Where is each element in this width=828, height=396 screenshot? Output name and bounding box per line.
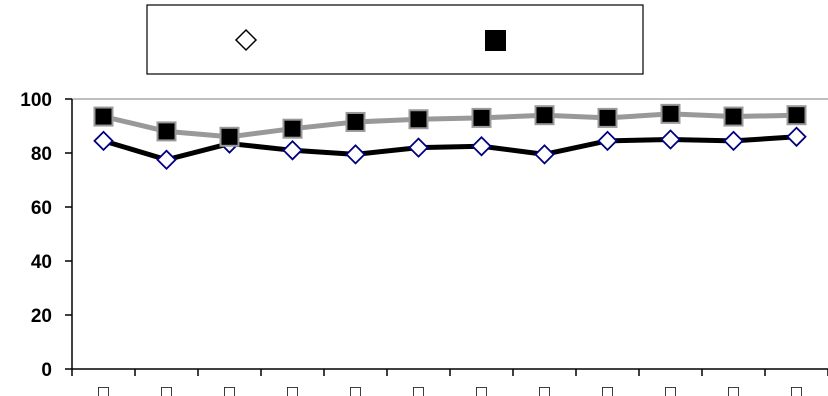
diamond-point bbox=[282, 140, 303, 161]
square-point bbox=[219, 126, 240, 147]
legend-box bbox=[146, 4, 644, 75]
y-tick-label: 60 bbox=[31, 198, 52, 219]
square-point bbox=[471, 107, 492, 128]
diamond-point bbox=[408, 137, 429, 158]
square-point bbox=[597, 107, 618, 128]
diamond-point bbox=[723, 130, 744, 152]
x-tick-label: □ bbox=[349, 384, 362, 396]
x-tick-label: □ bbox=[727, 384, 740, 396]
y-tick-label: 0 bbox=[41, 360, 52, 381]
x-tick-label: □ bbox=[160, 384, 173, 396]
x-tick-label: □ bbox=[664, 384, 677, 396]
square-point bbox=[93, 106, 114, 127]
legend bbox=[146, 4, 644, 75]
square-point bbox=[534, 105, 555, 126]
x-tick-label: □ bbox=[601, 384, 614, 396]
y-tick-label: 80 bbox=[31, 144, 52, 165]
diamond-point bbox=[534, 144, 555, 165]
x-tick-label: □ bbox=[223, 384, 236, 396]
legend-square-marker bbox=[485, 30, 506, 51]
series-squares-line bbox=[102, 111, 797, 140]
diamond-point bbox=[786, 126, 807, 148]
diamond-point bbox=[660, 129, 681, 150]
square-point bbox=[345, 111, 366, 132]
square-point bbox=[408, 109, 429, 130]
diamond-point bbox=[93, 130, 114, 152]
y-tick-label: 100 bbox=[20, 90, 52, 111]
square-point bbox=[156, 121, 177, 142]
x-tick-label: □ bbox=[97, 384, 110, 396]
x-tick-label: □ bbox=[412, 384, 425, 396]
diamond-point bbox=[345, 144, 366, 165]
x-tick-label: □ bbox=[286, 384, 299, 396]
plot-area: 0 20 40 60 80 100 □ □ □ □ □ □ □ □ □ □ □ □ bbox=[20, 90, 828, 396]
diamond-point bbox=[471, 135, 492, 157]
x-tick-label: □ bbox=[538, 384, 551, 396]
y-tick-label: 40 bbox=[31, 252, 52, 273]
square-point bbox=[660, 103, 681, 124]
y-tick-label: 20 bbox=[31, 306, 52, 327]
square-point bbox=[282, 118, 303, 139]
square-point bbox=[786, 105, 807, 126]
square-point bbox=[723, 106, 744, 127]
legend-diamond-marker bbox=[234, 28, 258, 52]
x-tick-label: □ bbox=[475, 384, 488, 396]
series-diamonds-line bbox=[102, 134, 797, 163]
diamond-point bbox=[597, 130, 618, 152]
diamond-point bbox=[156, 149, 177, 171]
x-tick-label: □ bbox=[790, 384, 803, 396]
